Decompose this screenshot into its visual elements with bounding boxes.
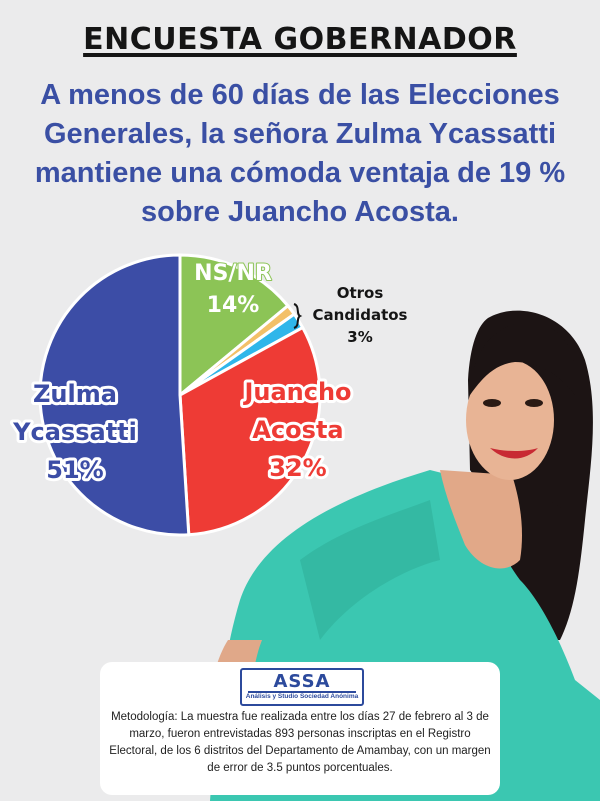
label-nsnr-line-2: 14% — [207, 293, 260, 318]
label-otros-line-3: 3% — [347, 328, 372, 346]
pie-slice-ns-nr — [178, 253, 290, 397]
pie-slice-juancho-acosta — [178, 326, 322, 537]
label-juancho-line-3: 32% — [269, 454, 326, 482]
assa-logo: ASSA Análisis y Studio Sociedad Anónima — [240, 668, 364, 706]
label-zulma-line-3: 51% — [46, 456, 103, 484]
label-nsnr-line-1: NS/NR — [194, 261, 272, 286]
label-zulma-line-1: Zulma — [33, 380, 117, 408]
logo-subtext: Análisis y Studio Sociedad Anónima — [245, 693, 359, 700]
label-otros-line-2: Candidatos — [313, 306, 408, 324]
methodology-box: ASSA Análisis y Studio Sociedad Anónima … — [100, 662, 500, 795]
pie-slice-zulma-ycassatti — [38, 253, 191, 537]
neck — [440, 470, 523, 569]
methodology-text: Metodología: La muestra fue realizada en… — [109, 711, 491, 774]
page-subtitle: A menos de 60 días de las Elecciones Gen… — [34, 79, 566, 228]
logo-text: ASSA — [273, 671, 331, 692]
page-title-text: ENCUESTA GOBERNADOR — [83, 22, 517, 57]
label-otros-line-1: Otros — [337, 284, 384, 302]
label-juancho-line-2: Acosta — [252, 416, 343, 444]
label-zulma-line-2: Ycassatti — [12, 418, 137, 446]
page-title: ENCUESTA GOBERNADOR — [0, 22, 600, 57]
label-juancho-line-1: Juancho — [242, 378, 351, 406]
otros-bracket — [293, 303, 303, 329]
